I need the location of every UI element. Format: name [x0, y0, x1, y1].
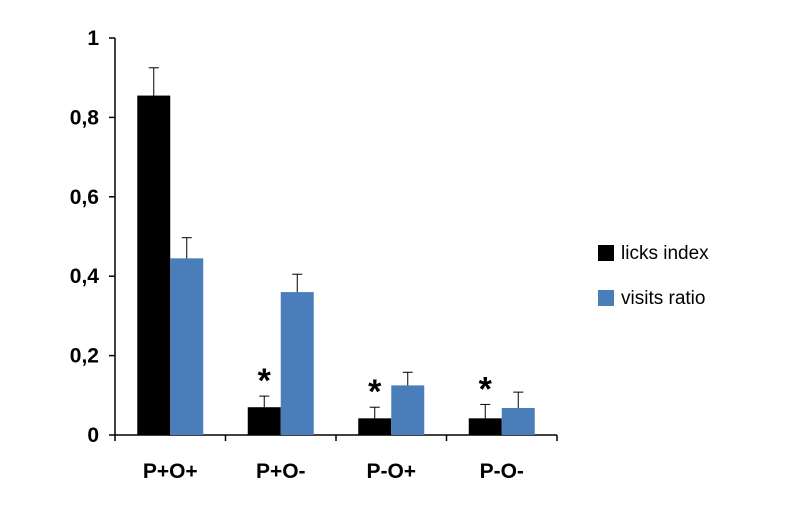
legend-swatch — [598, 245, 614, 261]
x-tick-label: P-O+ — [366, 460, 416, 483]
legend: licks index visits ratio — [598, 243, 709, 309]
bar-licks-index — [247, 407, 281, 435]
bar-licks-index — [468, 418, 502, 435]
y-tick-label: 1 — [87, 27, 99, 50]
significance-star: * — [479, 370, 493, 408]
y-tick-label: 0,8 — [70, 106, 100, 129]
y-tick-label: 0,2 — [70, 345, 99, 368]
x-tick-label: P+O- — [256, 460, 306, 483]
bar-licks-index — [358, 418, 392, 435]
y-tick-label: 0,6 — [70, 186, 99, 209]
legend-swatch — [598, 290, 614, 306]
x-tick-label: P+O+ — [143, 460, 198, 483]
bar-visits-ratio — [280, 292, 314, 435]
bar-visits-ratio — [501, 408, 535, 435]
bar-licks-index — [137, 95, 171, 435]
y-tick-label: 0,4 — [70, 265, 100, 288]
significance-star: * — [368, 373, 382, 411]
y-tick-label: 0 — [87, 424, 99, 447]
bar-visits-ratio — [170, 258, 204, 435]
bars: * * * — [137, 67, 535, 435]
axes: 0 0,2 0,4 0,6 0,8 1 P+O+ P+O- P-O+ P-O- — [70, 27, 558, 483]
bar-visits-ratio — [391, 385, 425, 435]
legend-label: licks index — [621, 243, 709, 264]
legend-label: visits ratio — [621, 288, 705, 309]
x-tick-label: P-O- — [480, 460, 524, 483]
significance-star: * — [258, 362, 272, 400]
